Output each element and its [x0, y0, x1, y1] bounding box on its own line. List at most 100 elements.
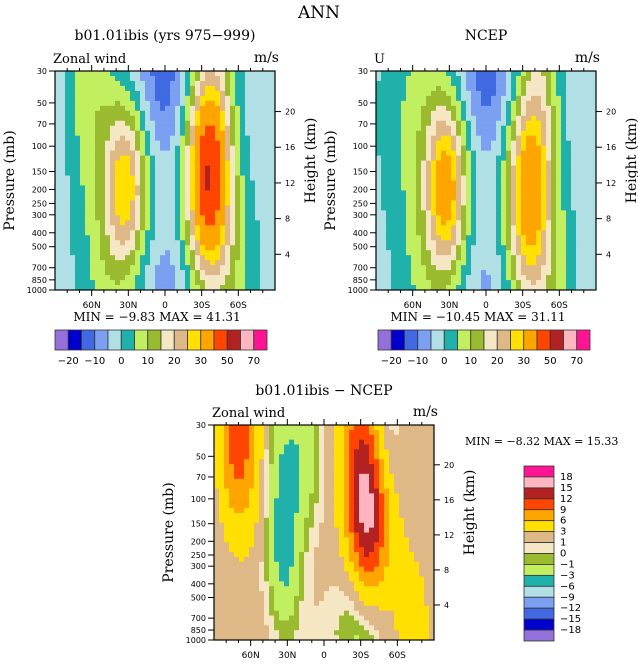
field-cell — [344, 449, 350, 454]
field-cell — [95, 76, 101, 82]
field-cell — [354, 474, 360, 479]
field-cell — [230, 176, 236, 182]
field-cell — [259, 469, 265, 474]
field-cell — [426, 86, 432, 92]
field-cell — [376, 235, 382, 241]
field-cell — [110, 71, 116, 77]
field-cell — [381, 86, 387, 92]
field-cell — [255, 245, 261, 251]
field-cell — [399, 474, 405, 479]
field-cell — [319, 523, 325, 528]
field-cell — [170, 126, 176, 132]
field-cell — [461, 220, 467, 226]
field-cell — [571, 161, 577, 167]
field-cell — [471, 111, 477, 117]
field-cell — [431, 181, 437, 187]
field-cell — [501, 195, 507, 201]
field-cell — [240, 245, 246, 251]
field-cell — [451, 265, 457, 271]
field-cell — [446, 270, 452, 276]
field-cell — [215, 280, 221, 286]
field-cell — [85, 71, 91, 77]
field-cell — [571, 240, 577, 246]
y-right-tick-label: 8 — [285, 215, 290, 224]
field-cell — [260, 131, 266, 137]
field-cell — [411, 151, 417, 157]
field-cell — [65, 265, 71, 271]
field-cell — [516, 136, 522, 142]
field-cell — [299, 493, 305, 498]
field-cell — [264, 454, 270, 459]
field-cell — [526, 230, 532, 236]
field-cell — [160, 101, 166, 107]
field-cell — [516, 106, 522, 112]
field-cell — [466, 185, 472, 191]
field-cell — [501, 220, 507, 226]
field-cell — [205, 185, 211, 191]
field-cell — [391, 86, 397, 92]
field-cell — [421, 176, 427, 182]
field-cell — [309, 469, 315, 474]
field-cell — [376, 151, 382, 157]
field-cell — [526, 245, 532, 251]
field-cell — [145, 270, 151, 276]
field-cell — [105, 280, 111, 286]
field-cell — [55, 195, 61, 201]
field-cell — [426, 146, 432, 152]
field-cell — [120, 195, 126, 201]
field-cell — [160, 190, 166, 196]
field-cell — [115, 151, 121, 157]
field-cell — [401, 141, 407, 147]
field-cell — [210, 156, 216, 162]
field-cell — [80, 156, 86, 162]
field-cell — [451, 245, 457, 251]
field-cell — [376, 255, 382, 261]
field-cell — [195, 71, 201, 77]
field-cell — [155, 116, 161, 122]
field-cell — [299, 449, 305, 454]
field-cell — [229, 503, 235, 508]
field-cell — [100, 185, 106, 191]
field-cell — [421, 220, 427, 226]
field-cell — [491, 181, 497, 187]
field-cell — [105, 96, 111, 102]
field-cell — [140, 195, 146, 201]
field-cell — [155, 106, 161, 112]
field-cell — [511, 176, 517, 182]
field-cell — [95, 185, 101, 191]
field-cell — [571, 76, 577, 82]
field-cell — [60, 215, 66, 221]
field-cell — [260, 265, 266, 271]
field-cell — [389, 489, 395, 494]
field-cell — [195, 190, 201, 196]
field-cell — [586, 81, 592, 87]
field-cell — [506, 181, 512, 187]
field-cell — [105, 141, 111, 147]
y-tick-label: 1000 — [348, 286, 368, 295]
field-cell — [516, 131, 522, 137]
field-cell — [456, 111, 462, 117]
field-cell — [576, 86, 582, 92]
field-cell — [239, 469, 245, 474]
field-cell — [230, 250, 236, 256]
field-cell — [175, 121, 181, 127]
field-cell — [140, 225, 146, 231]
field-cell — [344, 435, 350, 440]
field-cell — [170, 121, 176, 127]
field-cell — [105, 240, 111, 246]
field-cell — [521, 166, 527, 172]
field-cell — [431, 86, 437, 92]
field-cell — [511, 136, 517, 142]
field-cell — [145, 71, 151, 77]
field-cell — [561, 116, 567, 122]
field-cell — [170, 205, 176, 211]
field-cell — [401, 255, 407, 261]
field-cell — [250, 220, 256, 226]
field-cell — [60, 116, 66, 122]
field-cell — [224, 503, 230, 508]
field-cell — [210, 131, 216, 137]
y-tick-label: 250 — [353, 199, 368, 208]
field-cell — [55, 101, 61, 107]
field-cell — [551, 111, 557, 117]
